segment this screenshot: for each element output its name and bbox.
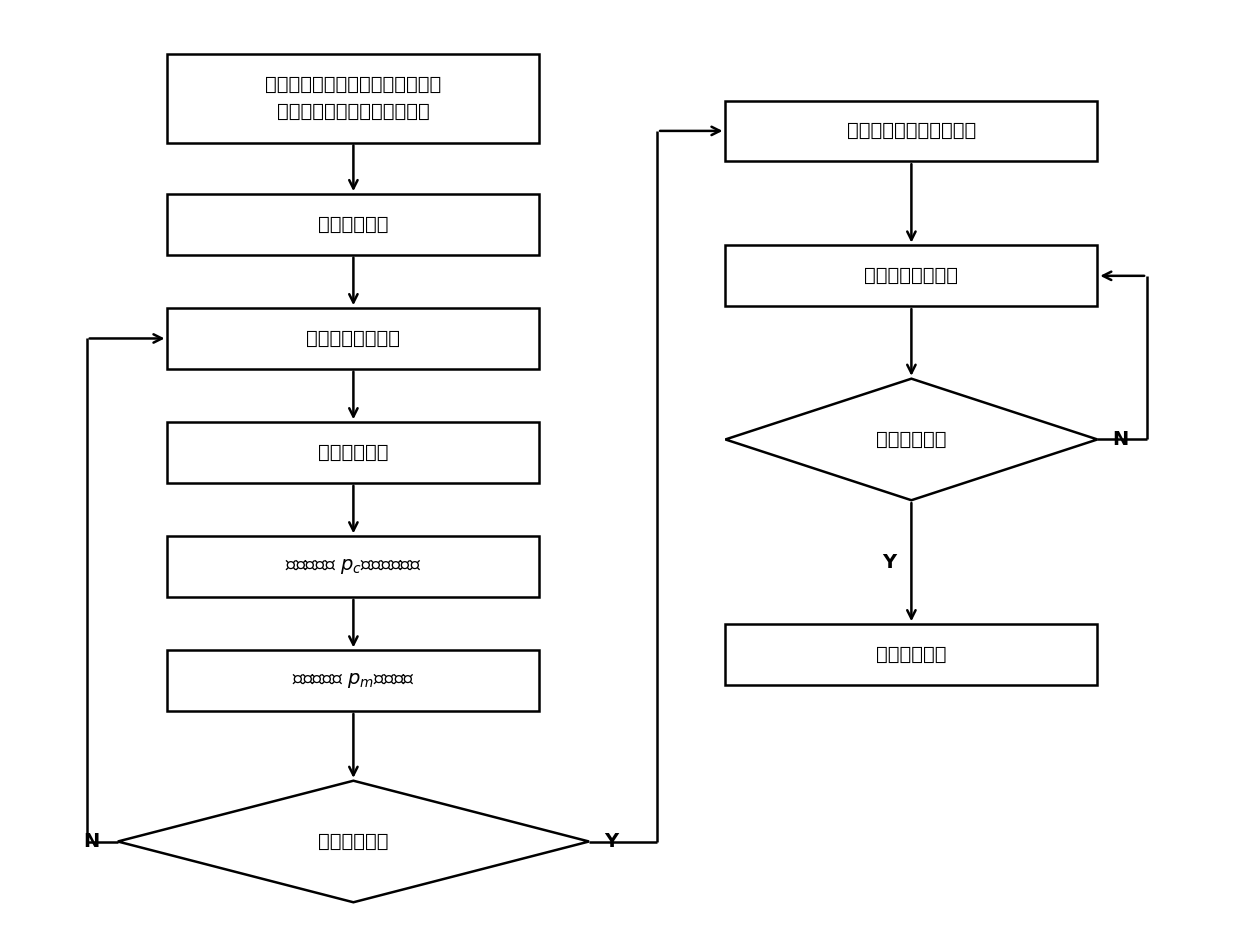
Polygon shape bbox=[725, 379, 1097, 500]
Text: 输入频差数据: 输入频差数据 bbox=[319, 215, 388, 234]
Bar bbox=[167, 308, 539, 368]
Bar bbox=[725, 245, 1097, 307]
Polygon shape bbox=[118, 781, 589, 902]
Text: 是否达到适值: 是否达到适值 bbox=[319, 832, 388, 851]
Text: 是否达到精度: 是否达到精度 bbox=[877, 430, 946, 449]
Text: 获得优化权值、伸缩尺度: 获得优化权值、伸缩尺度 bbox=[847, 122, 976, 140]
Text: 以交叉概率 $p_c$进行单点交叉: 以交叉概率 $p_c$进行单点交叉 bbox=[285, 557, 422, 576]
Bar bbox=[167, 651, 539, 711]
Bar bbox=[167, 536, 539, 597]
Text: 输出预测结果: 输出预测结果 bbox=[877, 645, 946, 664]
Text: 计算染色体适应度: 计算染色体适应度 bbox=[306, 329, 401, 348]
Bar bbox=[725, 625, 1097, 684]
Bar bbox=[167, 53, 539, 142]
Bar bbox=[167, 423, 539, 482]
Text: Y: Y bbox=[882, 553, 897, 571]
Text: 选择最优个体: 选择最优个体 bbox=[319, 443, 388, 462]
Text: 以交叉概率 $p_m$变异个体: 以交叉概率 $p_m$变异个体 bbox=[291, 671, 415, 690]
Bar bbox=[167, 194, 539, 254]
Bar bbox=[725, 100, 1097, 161]
Text: 小波神经网络训练: 小波神经网络训练 bbox=[864, 266, 959, 285]
Text: Y: Y bbox=[604, 832, 618, 851]
Text: N: N bbox=[1112, 430, 1128, 449]
Text: 设置小波神经网络结构，对权值、
伸缩尺度编码，产生初始种群: 设置小波神经网络结构，对权值、 伸缩尺度编码，产生初始种群 bbox=[265, 76, 441, 121]
Text: N: N bbox=[83, 832, 99, 851]
